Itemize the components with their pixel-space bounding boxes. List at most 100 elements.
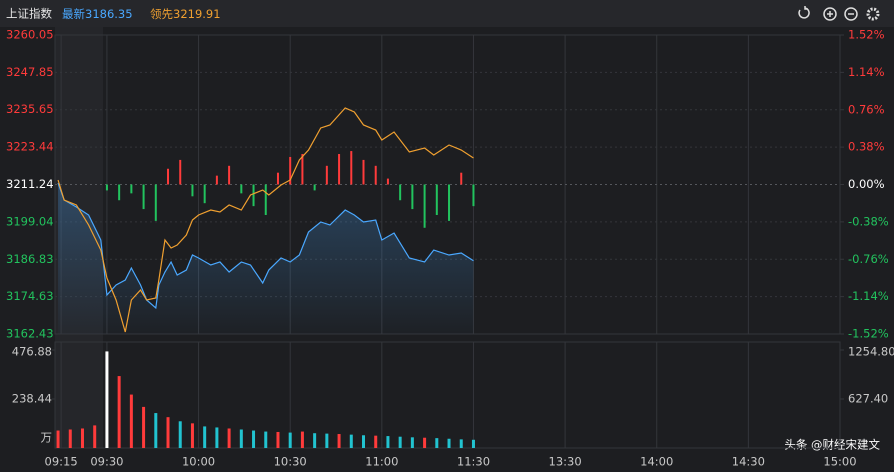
volume-bar	[80, 428, 84, 448]
volume-bar	[447, 438, 451, 448]
y2-tick-label: -0.38%	[848, 214, 889, 228]
diff-bar	[252, 184, 255, 207]
volume-bar	[178, 421, 182, 448]
volume-bar	[300, 431, 304, 448]
volume-bar	[471, 439, 475, 448]
volume-bar	[142, 406, 146, 448]
settings-icon[interactable]	[866, 7, 880, 21]
volume-bar	[68, 429, 72, 448]
y2-tick-label: 1254.80	[848, 345, 894, 359]
volume-bar	[215, 427, 219, 448]
volume-bar	[166, 417, 170, 448]
y-tick-label: 3211.24	[6, 177, 54, 191]
header-item-label: 最新	[62, 7, 85, 21]
volume-bar	[386, 436, 390, 448]
area	[58, 182, 474, 334]
diff-bar	[264, 184, 267, 215]
diff-bar	[325, 165, 328, 185]
header-bar	[0, 0, 894, 27]
y-tick-label: 3235.65	[6, 102, 54, 116]
y2-tick-label: -1.14%	[848, 289, 889, 303]
y-tick-label: 3162.43	[6, 327, 54, 341]
volume-bar	[129, 394, 133, 448]
y-tick-label: 3174.63	[6, 289, 54, 303]
diff-bar	[276, 172, 279, 185]
y2-tick-label: 1.14%	[848, 65, 885, 79]
zoom-out-icon[interactable]	[844, 7, 858, 21]
zoom-in-plus	[827, 11, 833, 17]
volume-bar	[362, 435, 366, 448]
diff-bar	[191, 184, 194, 197]
diff-bar	[472, 184, 475, 207]
x-tick-label: 11:00	[365, 455, 398, 469]
header: 上证指数 最新3186.35 领先3219.91	[6, 7, 221, 21]
diff-bar	[313, 184, 316, 191]
toolbar-icons	[798, 6, 880, 21]
volume-bar	[93, 425, 97, 448]
volume-bar	[190, 423, 194, 448]
x-tick-label: 14:00	[640, 455, 673, 469]
x-tick-label: 15:00	[823, 455, 856, 469]
diff-bar	[374, 165, 377, 185]
diff-bar	[301, 154, 304, 185]
diff-bar	[105, 184, 108, 191]
diff-bar	[338, 154, 341, 185]
volume-bar	[105, 351, 109, 448]
diff-bar	[350, 151, 353, 185]
y2-tick-label: -1.52%	[848, 327, 889, 341]
y-tick-label: 3223.44	[6, 140, 54, 154]
diff-bar	[203, 184, 206, 204]
volume-bar	[264, 431, 268, 448]
diff-bar	[167, 168, 170, 185]
x-tick-label: 11:30	[457, 455, 490, 469]
header-item-value: 3219.91	[173, 7, 221, 21]
diff-bar	[179, 159, 182, 185]
y2-tick-label: 627.40	[848, 392, 888, 406]
volume-bar	[288, 432, 292, 448]
diff-bar	[215, 175, 218, 185]
volume-bar	[203, 426, 207, 448]
x-tick-label: 09:15	[45, 455, 78, 469]
header-item-label: 领先	[150, 7, 173, 21]
diff-bar	[289, 156, 292, 185]
y-unit: 万	[41, 431, 53, 445]
y-tick-label: 3260.05	[6, 28, 54, 42]
diff-bar	[399, 184, 402, 201]
y-tick-label: 476.88	[12, 345, 52, 359]
y2-tick-label: 1.52%	[848, 28, 885, 42]
volume-bar	[374, 435, 378, 448]
diff-bar	[154, 184, 157, 221]
volume-bar	[276, 431, 280, 448]
volume-bar	[252, 430, 256, 448]
diff-bar	[130, 184, 133, 194]
diff-bar	[118, 184, 121, 201]
y2-tick-label: -0.76%	[848, 252, 889, 266]
y-tick-label: 3186.83	[6, 252, 54, 266]
volume-bar	[56, 430, 60, 448]
zoom-in-icon[interactable]	[823, 7, 837, 21]
volume-bar	[239, 429, 243, 448]
diff-bar	[386, 178, 389, 185]
y2-tick-label: 0.38%	[848, 140, 885, 154]
volume-bar	[349, 434, 353, 448]
index-name: 上证指数	[6, 7, 52, 21]
volume-bar	[398, 436, 402, 448]
volume-bar	[227, 428, 231, 448]
x-tick-label: 09:30	[90, 455, 123, 469]
volume-bar	[337, 434, 341, 448]
volume-bar	[313, 433, 317, 448]
header-item: 最新3186.35	[62, 7, 133, 21]
volume-bar	[435, 438, 439, 448]
volume-bar	[325, 433, 329, 448]
y-tick-label: 3247.85	[6, 65, 54, 79]
price-line	[57, 182, 474, 310]
undo-icon[interactable]	[798, 6, 810, 19]
header-item: 领先3219.91	[150, 7, 221, 21]
y2-tick-label: 0.76%	[848, 102, 885, 116]
diff-bar	[411, 184, 414, 210]
volume-bar	[117, 376, 121, 448]
header-item-value: 3186.35	[85, 7, 133, 21]
